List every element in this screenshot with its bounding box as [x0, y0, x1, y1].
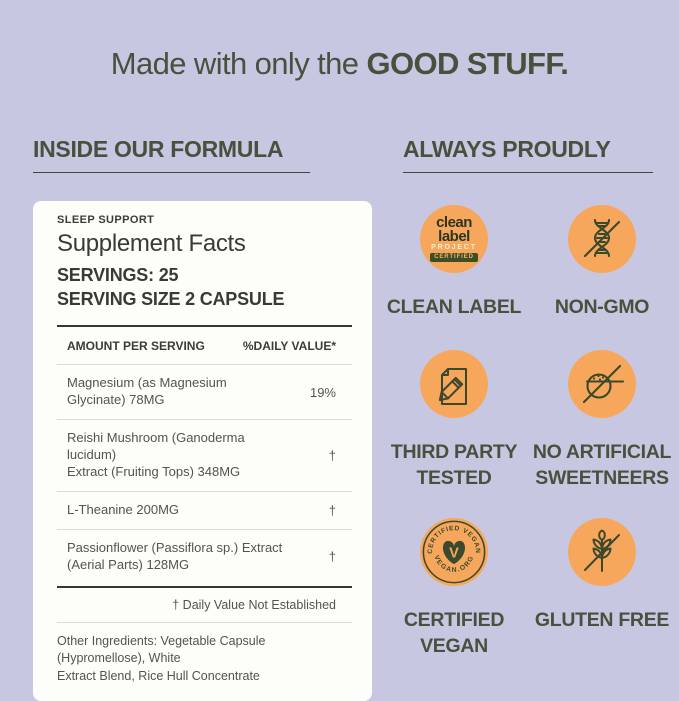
formula-section: INSIDE OUR FORMULA SLEEP SUPPORT Supplem… [33, 136, 372, 701]
ingredient-daily-value: † [328, 448, 336, 464]
certified-vegan-seal-icon: CERTIFIED VEGAN VEGAN.ORG V [420, 518, 488, 586]
badge-no-artificial-sweeteners: NO ARTIFICIAL SWEETNEERS [528, 350, 676, 492]
badge-non-gmo: NON-GMO [528, 205, 676, 320]
table-header: AMOUNT PER SERVING %DAILY VALUE* [57, 327, 352, 364]
table-row: Reishi Mushroom (Ganoderma lucidum) Extr… [57, 420, 352, 491]
badge-row-3: CERTIFIED VEGAN VEGAN.ORG V CERTIFIED VE… [380, 518, 676, 660]
ingredient-name: L-Theanine 200MG [67, 501, 180, 517]
badge-label: CERTIFIED VEGAN [403, 609, 505, 658]
serving-size: SERVING SIZE 2 CAPSULE [57, 289, 285, 310]
column-daily-value: %DAILY VALUE* [242, 339, 336, 354]
footnote-divider [57, 621, 352, 623]
seal-word-project: PROJECT [431, 243, 477, 251]
row-divider [57, 528, 352, 530]
vegan-seal-v-letter: V [449, 545, 459, 561]
column-amount-per-serving: AMOUNT PER SERVING [67, 339, 205, 354]
ingredient-daily-value: † [328, 549, 336, 565]
supplement-facts-title: Supplement Facts [57, 230, 246, 258]
badge-row-2: THIRD PARTY TESTED NO ARTIFICIAL SWEETNE… [380, 350, 676, 492]
badge-label: NON-GMO [554, 296, 650, 318]
badge-label: GLUTEN FREE [534, 609, 670, 631]
clean-label-project-seal-icon: clean label PROJECT CERTIFIED [420, 205, 488, 273]
badge-clean-label: clean label PROJECT CERTIFIED CLEAN LABE… [380, 205, 528, 320]
table-row: Magnesium (as Magnesium Glycinate) 78MG … [57, 365, 352, 419]
gluten-free-wheat-crossed-icon [568, 518, 636, 586]
page-title-regular: Made with only the [110, 46, 367, 81]
row-divider [57, 419, 352, 421]
badges-section: ALWAYS PROUDLY clean label PROJECT CERTI… [380, 136, 676, 657]
no-sweetener-crossed-icon [568, 350, 636, 418]
table-row: L-Theanine 200MG † [57, 492, 352, 529]
badge-label: NO ARTIFICIAL SWEETNEERS [532, 441, 672, 490]
table-top-rule [57, 325, 352, 328]
seal-certified-chip: CERTIFIED [430, 252, 478, 262]
table-bottom-rule [57, 585, 352, 588]
supplement-facts-card: SLEEP SUPPORT Supplement Facts SERVINGS:… [33, 201, 372, 701]
ingredient-name: Magnesium (as Magnesium Glycinate) 78MG [67, 375, 227, 408]
ingredient-daily-value: † [328, 502, 336, 518]
badge-third-party-tested: THIRD PARTY TESTED [380, 350, 528, 492]
badge-gluten-free: GLUTEN FREE [528, 518, 676, 660]
formula-heading-underline [33, 172, 310, 174]
ingredient-name: Passionflower (Passiflora sp.) Extract (… [67, 539, 283, 572]
servings-count: SERVINGS: 25 [57, 265, 179, 286]
page-title: Made with only the GOOD STUFF. [0, 46, 679, 82]
row-divider [57, 490, 352, 492]
seal-word-label: label [438, 227, 470, 245]
page-title-bold: GOOD STUFF. [366, 46, 569, 81]
other-ingredients: Other Ingredients: Vegetable Capsule (Hy… [57, 633, 266, 683]
daily-value-footnote: † Daily Value Not Established [172, 597, 336, 612]
ingredient-daily-value: 19% [309, 384, 336, 400]
badge-certified-vegan: CERTIFIED VEGAN VEGAN.ORG V CERTIFIED VE… [380, 518, 528, 660]
infographic-page: Made with only the GOOD STUFF. INSIDE OU… [0, 46, 679, 701]
badge-label: CLEAN LABEL [386, 296, 522, 318]
row-divider [57, 364, 352, 366]
seal-word-clean: clean [436, 214, 472, 232]
badges-heading: ALWAYS PROUDLY [403, 136, 611, 162]
formula-heading: INSIDE OUR FORMULA [33, 136, 284, 162]
non-gmo-dna-icon [568, 205, 636, 273]
badge-label: THIRD PARTY TESTED [390, 441, 518, 490]
third-party-pencil-paper-icon [420, 350, 488, 418]
ingredient-name: Reishi Mushroom (Ganoderma lucidum) Extr… [67, 430, 245, 479]
badge-row-1: clean label PROJECT CERTIFIED CLEAN LABE… [380, 205, 676, 320]
card-eyebrow: SLEEP SUPPORT [57, 214, 155, 227]
table-row: Passionflower (Passiflora sp.) Extract (… [57, 530, 352, 584]
badges-heading-underline [403, 172, 653, 174]
